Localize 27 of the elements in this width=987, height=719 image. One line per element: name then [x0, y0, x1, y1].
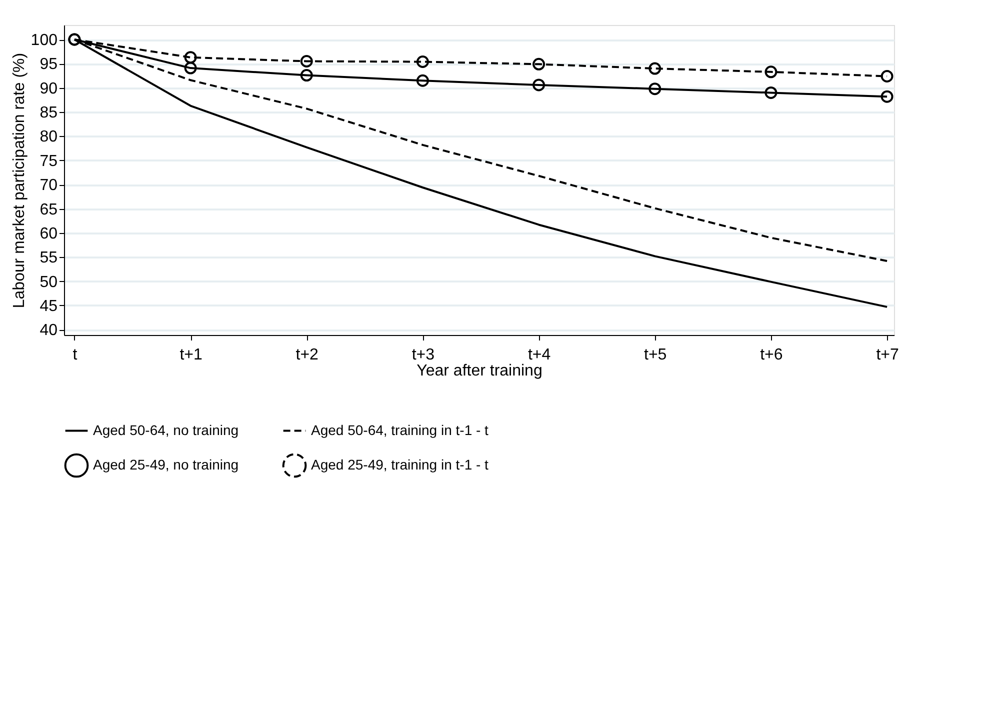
y-tick-label: 75 [40, 152, 58, 170]
y-tick-label: 60 [40, 225, 58, 242]
legend-label: Aged 25-49, training in t-1 - t [311, 456, 489, 472]
x-tick-label: t+3 [412, 346, 435, 364]
x-tick-label: t+7 [876, 346, 899, 364]
legend-label: Aged 50-64, no training [93, 422, 239, 438]
x-tick-label: t+6 [760, 346, 783, 364]
y-tick-label: 45 [40, 298, 58, 315]
x-axis-title: Year after training [416, 362, 542, 380]
y-axis-title: Labour market participation rate (%) [10, 52, 28, 308]
y-tick-label: 85 [40, 104, 58, 122]
y-tick-label: 40 [40, 322, 58, 340]
y-tick-label: 65 [40, 201, 58, 218]
x-tick-label: t [72, 346, 78, 364]
legend-label: Aged 25-49, no training [93, 456, 239, 472]
y-tick-label: 55 [40, 250, 58, 267]
legend-label: Aged 50-64, training in t-1 - t [311, 422, 489, 438]
y-tick-label: 80 [40, 128, 58, 146]
y-tick-label: 95 [40, 56, 58, 74]
y-tick-label: 100 [30, 32, 58, 50]
x-tick-label: t+5 [644, 346, 667, 364]
x-tick-label: t+1 [180, 346, 202, 364]
y-tick-label: 70 [40, 177, 58, 194]
y-tick-label: 90 [40, 80, 58, 98]
y-tick-label: 50 [40, 274, 58, 291]
x-tick-label: t+2 [296, 346, 319, 364]
x-tick-label: t+4 [528, 346, 551, 364]
